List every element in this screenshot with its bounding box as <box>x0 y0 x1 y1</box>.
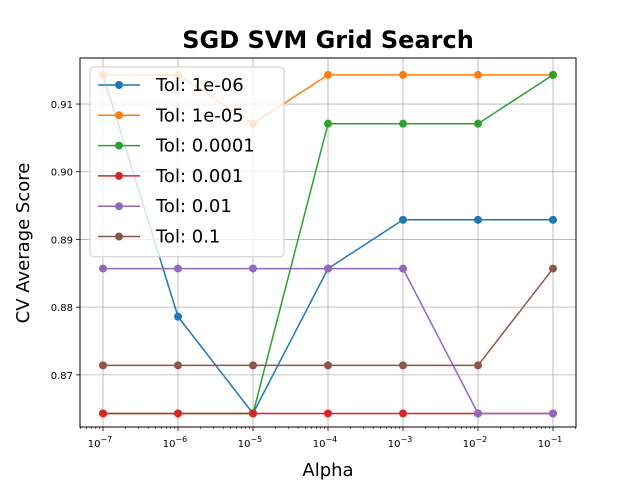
legend-item: Tol: 0.1 <box>98 227 220 248</box>
x-tick-label-exponent: −3 <box>400 435 412 444</box>
data-point <box>474 119 482 128</box>
data-point <box>249 409 257 418</box>
legend-label: Tol: 0.1 <box>155 227 220 248</box>
data-point <box>549 70 557 79</box>
data-point <box>174 409 182 418</box>
x-tick-label-exponent: −1 <box>550 435 562 444</box>
y-axis-title: CV Average Score <box>13 163 34 324</box>
x-tick-label: 10−4 <box>313 435 338 450</box>
data-point <box>174 264 182 273</box>
data-point <box>324 361 332 370</box>
data-point <box>399 264 407 273</box>
legend-item: Tol: 0.001 <box>98 166 243 187</box>
y-tick-label: 0.91 <box>51 100 73 111</box>
data-point <box>399 119 407 128</box>
data-point <box>99 409 107 418</box>
x-tick-label: 10−6 <box>163 435 188 450</box>
data-point <box>324 264 332 273</box>
data-point <box>324 409 332 418</box>
data-point <box>474 361 482 370</box>
legend: Tol: 1e-06 Tol: 1e-05 Tol: 0.0001 Tol: 0.00… <box>89 66 285 258</box>
data-point <box>174 312 182 321</box>
data-point <box>474 215 482 224</box>
x-tick-label: 10−5 <box>238 435 263 450</box>
legend-item: Tol: 0.01 <box>98 196 232 217</box>
data-point <box>549 215 557 224</box>
legend-marker <box>115 202 123 211</box>
y-tick-label: 0.89 <box>51 235 73 246</box>
x-tick-label-exponent: −6 <box>175 435 187 444</box>
x-tick-label-exponent: −4 <box>325 435 337 444</box>
legend-marker <box>115 141 123 150</box>
legend-label: Tol: 1e-05 <box>155 105 244 126</box>
legend-box <box>89 66 285 258</box>
chart-title: SGD SVM Grid Search <box>182 26 474 54</box>
x-tick-label: 10−1 <box>538 435 563 450</box>
legend-marker <box>115 171 123 180</box>
data-point <box>549 264 557 273</box>
legend-label: Tol: 0.001 <box>155 166 243 187</box>
legend-item: Tol: 1e-05 <box>98 105 244 126</box>
legend-item: Tol: 0.0001 <box>98 136 255 157</box>
data-point <box>99 361 107 370</box>
data-point <box>249 264 257 273</box>
legend-marker <box>115 111 123 120</box>
data-point <box>399 215 407 224</box>
y-tick-label: 0.88 <box>51 303 73 314</box>
data-point <box>99 264 107 273</box>
data-point <box>399 70 407 79</box>
legend-marker <box>115 81 123 89</box>
x-axis-title: Alpha <box>302 460 353 480</box>
series-layer <box>99 70 557 418</box>
data-point <box>474 409 482 418</box>
legend-item: Tol: 1e-06 <box>98 75 244 96</box>
data-point <box>399 409 407 418</box>
data-point <box>399 361 407 370</box>
data-point <box>174 361 182 370</box>
x-tick-label-exponent: −7 <box>100 435 112 444</box>
x-tick-label: 10−7 <box>88 435 113 450</box>
legend-label: Tol: 1e-06 <box>155 75 244 96</box>
x-tick-label: 10−3 <box>388 435 413 450</box>
data-point <box>474 70 482 79</box>
y-tick-label: 0.87 <box>51 371 73 382</box>
legend-label: Tol: 0.01 <box>155 196 232 217</box>
x-tick-label-exponent: −2 <box>475 435 487 444</box>
series-tol-0-01 <box>99 264 557 418</box>
data-point <box>249 361 257 370</box>
x-tick-label-exponent: −5 <box>250 435 262 444</box>
data-point <box>324 119 332 128</box>
y-tick-label: 0.90 <box>51 168 73 179</box>
series-tol-0-1 <box>99 264 557 370</box>
x-tick-label: 10−2 <box>463 435 488 450</box>
data-point <box>549 409 557 418</box>
legend-marker <box>115 232 123 241</box>
data-point <box>324 70 332 79</box>
legend-label: Tol: 0.0001 <box>155 136 255 157</box>
